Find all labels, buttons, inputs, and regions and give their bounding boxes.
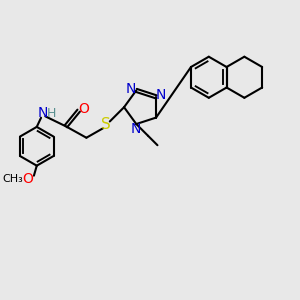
- Text: S: S: [101, 117, 111, 132]
- Text: CH₃: CH₃: [2, 174, 23, 184]
- Text: N: N: [126, 82, 136, 96]
- Text: N: N: [156, 88, 166, 102]
- Text: H: H: [46, 107, 56, 120]
- Text: O: O: [22, 172, 33, 186]
- Text: O: O: [78, 102, 89, 116]
- Text: N: N: [38, 106, 48, 121]
- Text: N: N: [131, 122, 142, 136]
